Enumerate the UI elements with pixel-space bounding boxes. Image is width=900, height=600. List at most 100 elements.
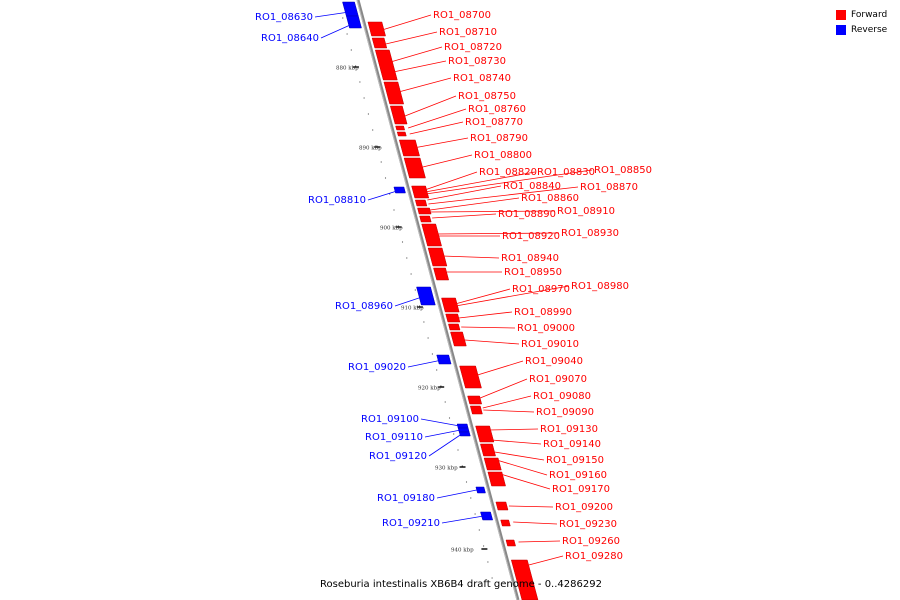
reverse-gene-feature[interactable]: [458, 431, 471, 437]
forward-gene-feature[interactable]: [459, 365, 482, 389]
forward-gene-feature[interactable]: [483, 457, 502, 471]
forward-gene-label[interactable]: RO1_08970: [512, 284, 570, 295]
reverse-gene-label[interactable]: RO1_09110: [365, 432, 423, 443]
forward-gene-label[interactable]: RO1_08770: [465, 117, 523, 128]
forward-gene-label[interactable]: RO1_08800: [474, 150, 532, 161]
forward-gene-feature[interactable]: [371, 37, 388, 49]
forward-gene-label[interactable]: RO1_08940: [501, 253, 559, 264]
forward-gene-label[interactable]: RO1_09080: [533, 391, 591, 402]
forward-gene-feature[interactable]: [448, 323, 461, 331]
forward-gene-label[interactable]: RO1_09200: [555, 502, 613, 513]
forward-gene-label[interactable]: RO1_09130: [540, 424, 598, 435]
leader-line: [500, 473, 551, 490]
reverse-gene-label[interactable]: RO1_08640: [261, 33, 319, 44]
forward-gene-feature[interactable]: [500, 519, 511, 527]
forward-gene-label[interactable]: RO1_08850: [594, 165, 652, 176]
reverse-gene-feature[interactable]: [393, 186, 406, 194]
forward-gene-label[interactable]: RO1_08790: [470, 133, 528, 144]
leader-line: [424, 429, 461, 438]
forward-gene-label[interactable]: RO1_08840: [503, 181, 561, 192]
forward-gene-feature[interactable]: [487, 471, 506, 487]
leader-line: [518, 540, 561, 543]
leader-line: [394, 295, 426, 307]
forward-gene-label[interactable]: RO1_09000: [517, 323, 575, 334]
forward-gene-feature[interactable]: [510, 559, 539, 600]
reverse-gene-label[interactable]: RO1_09020: [348, 362, 406, 373]
forward-gene-feature[interactable]: [414, 199, 428, 207]
forward-gene-feature[interactable]: [495, 501, 509, 511]
reverse-gene-feature[interactable]: [416, 286, 436, 306]
forward-gene-feature[interactable]: [383, 81, 405, 105]
forward-gene-label[interactable]: RO1_08760: [468, 104, 526, 115]
reverse-gene-label[interactable]: RO1_08630: [255, 12, 313, 23]
leader-line: [393, 60, 447, 73]
forward-gene-label[interactable]: RO1_08700: [433, 10, 491, 21]
forward-gene-feature[interactable]: [396, 131, 407, 137]
forward-gene-label[interactable]: RO1_08980: [571, 281, 629, 292]
forward-gene-feature[interactable]: [419, 215, 432, 223]
forward-gene-label[interactable]: RO1_08830: [537, 167, 595, 178]
forward-gene-feature[interactable]: [445, 313, 461, 323]
forward-gene-feature[interactable]: [469, 405, 483, 415]
forward-gene-label[interactable]: RO1_08870: [580, 182, 638, 193]
reverse-gene-feature[interactable]: [345, 15, 362, 29]
forward-gene-label[interactable]: RO1_08990: [514, 307, 572, 318]
forward-gene-label[interactable]: RO1_08890: [498, 209, 556, 220]
forward-gene-feature[interactable]: [505, 539, 516, 547]
forward-gene-feature[interactable]: [374, 49, 398, 81]
minor-tick-dot: [487, 561, 489, 563]
forward-gene-label[interactable]: RO1_08710: [439, 27, 497, 38]
forward-gene-feature[interactable]: [403, 157, 426, 179]
forward-gene-label[interactable]: RO1_08950: [504, 267, 562, 278]
forward-gene-feature[interactable]: [417, 207, 432, 215]
reverse-gene-feature[interactable]: [480, 511, 494, 521]
reverse-gene-label[interactable]: RO1_09120: [369, 451, 427, 462]
forward-gene-label[interactable]: RO1_09140: [543, 439, 601, 450]
reverse-gene-feature[interactable]: [475, 486, 486, 494]
forward-gene-label[interactable]: RO1_08860: [521, 193, 579, 204]
reverse-gene-label[interactable]: RO1_09100: [361, 414, 419, 425]
forward-gene-feature[interactable]: [475, 425, 495, 443]
forward-gene-feature[interactable]: [421, 223, 442, 247]
leader-line: [398, 77, 452, 93]
reverse-gene-label[interactable]: RO1_09180: [377, 493, 435, 504]
forward-gene-label[interactable]: RO1_08920: [502, 231, 560, 242]
forward-gene-label[interactable]: RO1_09260: [562, 536, 620, 547]
forward-gene-label[interactable]: RO1_09150: [546, 455, 604, 466]
forward-gene-label[interactable]: RO1_09040: [525, 356, 583, 367]
forward-gene-feature[interactable]: [467, 395, 483, 405]
forward-gene-label[interactable]: RO1_08730: [448, 56, 506, 67]
leader-line: [432, 213, 497, 219]
forward-gene-label[interactable]: RO1_09230: [559, 519, 617, 530]
forward-gene-feature[interactable]: [450, 331, 467, 347]
minor-tick-dot: [367, 113, 369, 115]
forward-gene-label[interactable]: RO1_09280: [565, 551, 623, 562]
forward-gene-feature[interactable]: [398, 139, 420, 157]
forward-gene-feature[interactable]: [411, 185, 430, 199]
forward-gene-feature[interactable]: [441, 297, 460, 313]
forward-gene-label[interactable]: RO1_09090: [536, 407, 594, 418]
forward-gene-label[interactable]: RO1_09010: [521, 339, 579, 350]
forward-gene-label[interactable]: RO1_08930: [561, 228, 619, 239]
reverse-gene-label[interactable]: RO1_08960: [335, 301, 393, 312]
forward-gene-label[interactable]: RO1_08720: [444, 42, 502, 53]
forward-gene-feature[interactable]: [395, 125, 406, 131]
forward-gene-feature[interactable]: [480, 443, 496, 457]
forward-gene-feature[interactable]: [389, 105, 408, 125]
forward-gene-label[interactable]: RO1_09070: [529, 374, 587, 385]
forward-gene-label[interactable]: RO1_08820: [479, 167, 537, 178]
forward-gene-label[interactable]: RO1_09170: [552, 484, 610, 495]
forward-gene-feature[interactable]: [367, 21, 386, 37]
forward-gene-feature[interactable]: [433, 267, 450, 281]
forward-gene-feature[interactable]: [427, 247, 448, 267]
leader-line: [496, 459, 548, 476]
reverse-gene-label[interactable]: RO1_08810: [308, 195, 366, 206]
reverse-gene-label[interactable]: RO1_09210: [382, 518, 440, 529]
forward-gene-label[interactable]: RO1_09160: [549, 470, 607, 481]
reverse-gene-feature[interactable]: [342, 1, 359, 17]
forward-gene-label[interactable]: RO1_08740: [453, 73, 511, 84]
gene-features: [342, 1, 539, 600]
forward-gene-label[interactable]: RO1_08910: [557, 206, 615, 217]
reverse-gene-feature[interactable]: [436, 354, 452, 365]
forward-gene-label[interactable]: RO1_08750: [458, 91, 516, 102]
